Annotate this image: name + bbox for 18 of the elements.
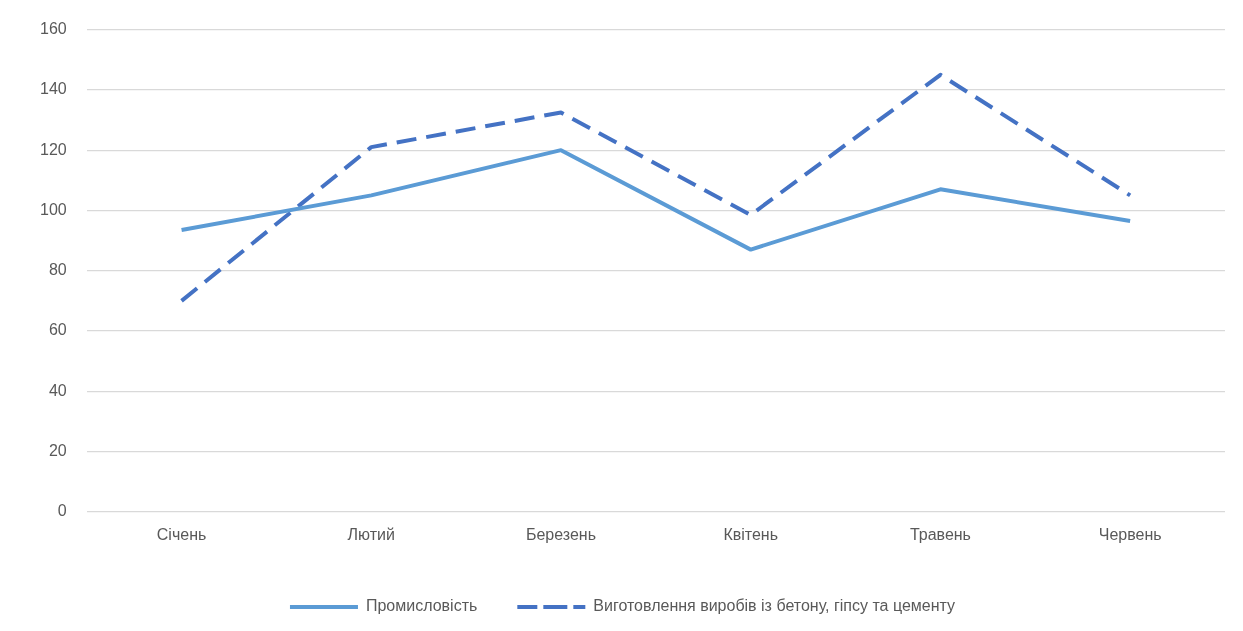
x-tick-label: Березень [525,525,597,543]
y-tick-label: 80 [48,261,67,279]
x-tick-label: Січень [156,525,207,543]
y-tick-label: 140 [39,80,67,98]
x-tick-label: Травень [909,525,971,543]
x-tick-label: Квітень [723,525,778,543]
y-tick-label: 100 [39,200,67,218]
y-tick-label: 20 [48,441,67,459]
y-tick-label: 0 [57,502,67,520]
y-tick-label: 60 [48,321,67,339]
legend-label: Виготовлення виробів із бетону, гіпсу та цементу [593,597,956,615]
line-series [179,72,1133,303]
y-tick-label: 160 [39,20,67,38]
x-tick-label: Червень [1098,525,1162,543]
legend-label: Промисловість [365,597,478,615]
y-tick-label: 40 [48,381,67,399]
x-tick-label: Лютий [347,525,395,543]
y-tick-label: 120 [39,140,67,158]
